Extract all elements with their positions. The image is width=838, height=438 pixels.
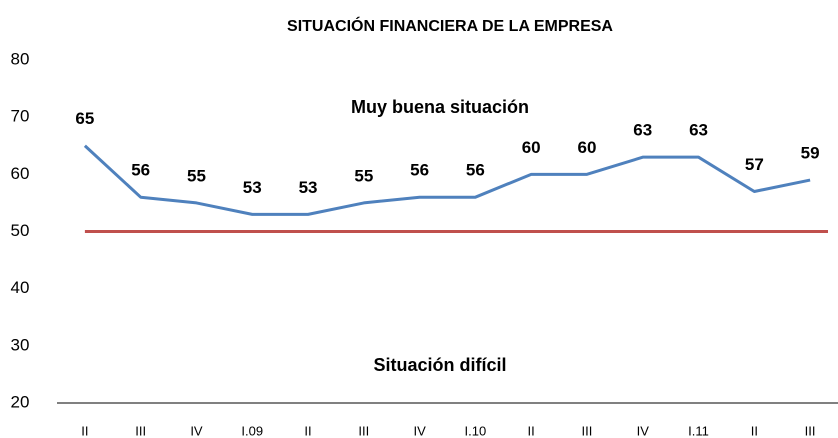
x-tick-label: II xyxy=(528,423,535,438)
data-label: 56 xyxy=(466,161,485,180)
data-label: 56 xyxy=(410,161,429,180)
data-label: 63 xyxy=(633,121,652,140)
y-tick-label: 60 xyxy=(11,164,30,183)
x-tick-label: IV xyxy=(637,423,650,438)
x-tick-label: III xyxy=(805,423,816,438)
x-tick-label: II xyxy=(304,423,311,438)
annotation: Situación difícil xyxy=(373,355,506,375)
y-tick-label: 20 xyxy=(11,392,30,411)
x-tick-label: IV xyxy=(190,423,203,438)
y-tick-label: 70 xyxy=(11,107,30,126)
y-tick-label: 30 xyxy=(11,335,30,354)
annotation: Muy buena situación xyxy=(351,97,529,117)
x-tick-label: III xyxy=(135,423,146,438)
data-label: 55 xyxy=(187,166,206,185)
chart-title: SITUACIÓN FINANCIERA DE LA EMPRESA xyxy=(287,16,613,35)
x-tick-label: IV xyxy=(413,423,426,438)
line xyxy=(83,144,811,216)
data-label: 53 xyxy=(243,178,262,197)
data-label: 60 xyxy=(578,138,597,157)
y-tick-label: 50 xyxy=(11,221,30,240)
x-tick-label: I.11 xyxy=(688,423,709,438)
x-tick-label: II xyxy=(81,423,88,438)
data-label: 59 xyxy=(801,144,820,163)
data-label: 63 xyxy=(689,121,708,140)
data-label: 65 xyxy=(75,109,94,128)
data-label: 53 xyxy=(299,178,318,197)
x-tick-label: II xyxy=(751,423,758,438)
x-tick-label: I.09 xyxy=(241,423,263,438)
x-tick-label: III xyxy=(582,423,593,438)
x-tick-label: I.10 xyxy=(465,423,487,438)
y-tick-label: 80 xyxy=(11,49,30,68)
data-label: 60 xyxy=(522,138,541,157)
x-tick-label: III xyxy=(358,423,369,438)
y-tick-label: 40 xyxy=(11,278,30,297)
data-label: 57 xyxy=(745,155,764,174)
data-label: 56 xyxy=(131,161,150,180)
data-label: 55 xyxy=(354,166,373,185)
